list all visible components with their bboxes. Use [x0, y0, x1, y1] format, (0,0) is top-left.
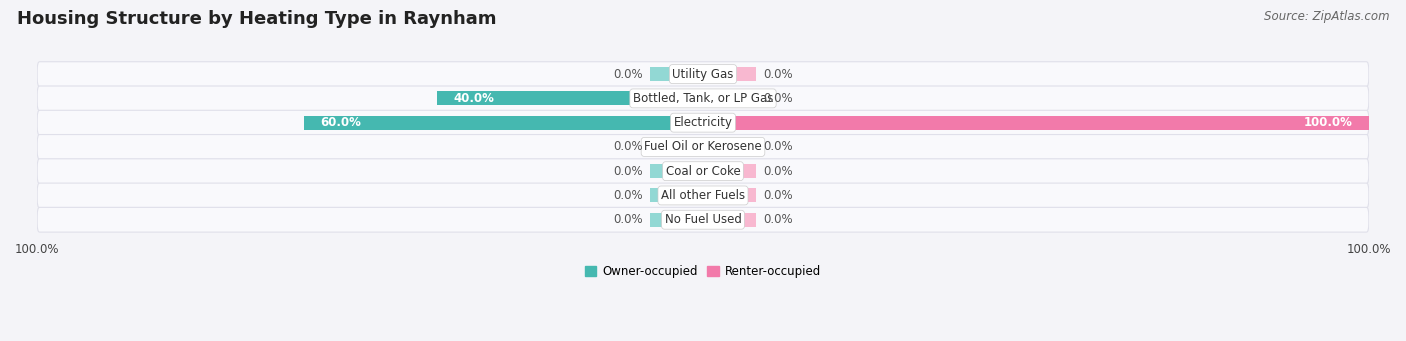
Text: Utility Gas: Utility Gas: [672, 68, 734, 80]
Text: No Fuel Used: No Fuel Used: [665, 213, 741, 226]
Bar: [703, 91, 756, 105]
Bar: [650, 189, 703, 203]
Bar: [650, 164, 703, 178]
Text: Electricity: Electricity: [673, 116, 733, 129]
Bar: [650, 67, 703, 81]
Bar: [650, 213, 703, 227]
FancyBboxPatch shape: [37, 135, 1369, 159]
Bar: [703, 116, 1369, 130]
Text: 0.0%: 0.0%: [763, 68, 793, 80]
Text: 0.0%: 0.0%: [613, 189, 643, 202]
Text: Bottled, Tank, or LP Gas: Bottled, Tank, or LP Gas: [633, 92, 773, 105]
Text: 60.0%: 60.0%: [321, 116, 361, 129]
Text: 0.0%: 0.0%: [763, 165, 793, 178]
Bar: [703, 189, 756, 203]
Text: 0.0%: 0.0%: [763, 140, 793, 153]
FancyBboxPatch shape: [37, 110, 1369, 135]
Bar: [650, 140, 703, 154]
Text: 0.0%: 0.0%: [613, 68, 643, 80]
Legend: Owner-occupied, Renter-occupied: Owner-occupied, Renter-occupied: [579, 261, 827, 283]
Text: 100.0%: 100.0%: [1303, 116, 1353, 129]
Text: Source: ZipAtlas.com: Source: ZipAtlas.com: [1264, 10, 1389, 23]
Bar: [437, 91, 703, 105]
Text: 0.0%: 0.0%: [763, 92, 793, 105]
FancyBboxPatch shape: [37, 62, 1369, 87]
Text: 40.0%: 40.0%: [453, 92, 495, 105]
Bar: [703, 164, 756, 178]
Bar: [703, 140, 756, 154]
Text: All other Fuels: All other Fuels: [661, 189, 745, 202]
FancyBboxPatch shape: [37, 86, 1369, 111]
Text: 0.0%: 0.0%: [613, 165, 643, 178]
Text: Housing Structure by Heating Type in Raynham: Housing Structure by Heating Type in Ray…: [17, 10, 496, 28]
Text: Fuel Oil or Kerosene: Fuel Oil or Kerosene: [644, 140, 762, 153]
Text: 0.0%: 0.0%: [613, 213, 643, 226]
Bar: [304, 116, 703, 130]
Text: 0.0%: 0.0%: [613, 140, 643, 153]
Text: 0.0%: 0.0%: [763, 189, 793, 202]
Text: 0.0%: 0.0%: [763, 213, 793, 226]
Bar: [703, 213, 756, 227]
FancyBboxPatch shape: [37, 183, 1369, 208]
FancyBboxPatch shape: [37, 207, 1369, 232]
Bar: [703, 67, 756, 81]
Text: Coal or Coke: Coal or Coke: [665, 165, 741, 178]
FancyBboxPatch shape: [37, 159, 1369, 183]
